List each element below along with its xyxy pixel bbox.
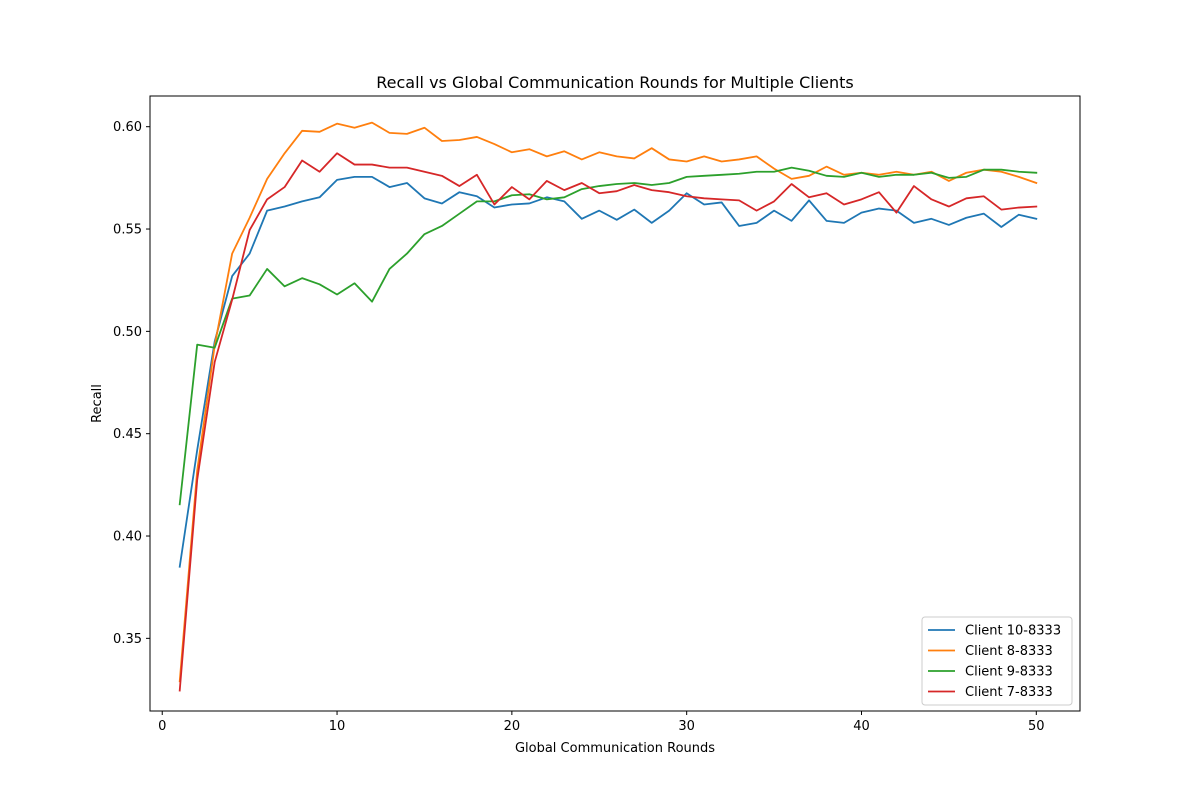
x-axis-title: Global Communication Rounds [515,741,715,756]
y-tick-label: 0.50 [113,325,142,340]
y-tick-label: 0.40 [113,530,142,545]
y-tick-label: 0.60 [113,120,142,135]
x-tick-label: 0 [158,719,166,734]
plot-frame [149,95,1081,712]
x-tick-label: 40 [853,719,870,734]
legend-box [921,616,1073,706]
x-tick-label: 50 [1028,719,1045,734]
legend-label: Client 9-8333 [965,665,1053,680]
series-line-4 [178,152,1038,692]
legend: Client 10-8333 Client 8-8333 Client 9-8333… [921,616,1073,706]
legend-label: Client 10-8333 [965,624,1061,639]
y-tick-label: 0.55 [113,223,142,238]
y-axis-title: Recall [90,384,105,423]
chart-title: Recall vs Global Communication Rounds fo… [376,73,853,92]
x-tick-label: 10 [329,719,346,734]
series-layer [178,121,1038,692]
series-line-3 [178,166,1038,506]
legend-label: Client 7-8333 [965,685,1053,700]
x-tick-label: 30 [678,719,695,734]
y-tick-label: 0.45 [113,427,142,442]
y-tick-label: 0.35 [113,632,142,647]
x-axis-ticks: 0 10 20 30 40 50 [158,711,1045,734]
x-tick-label: 20 [504,719,521,734]
legend-label: Client 8-8333 [965,644,1053,659]
series-line-2 [178,121,1038,683]
y-axis-ticks: 0.35 0.40 0.45 0.50 0.55 0.60 [113,120,150,647]
